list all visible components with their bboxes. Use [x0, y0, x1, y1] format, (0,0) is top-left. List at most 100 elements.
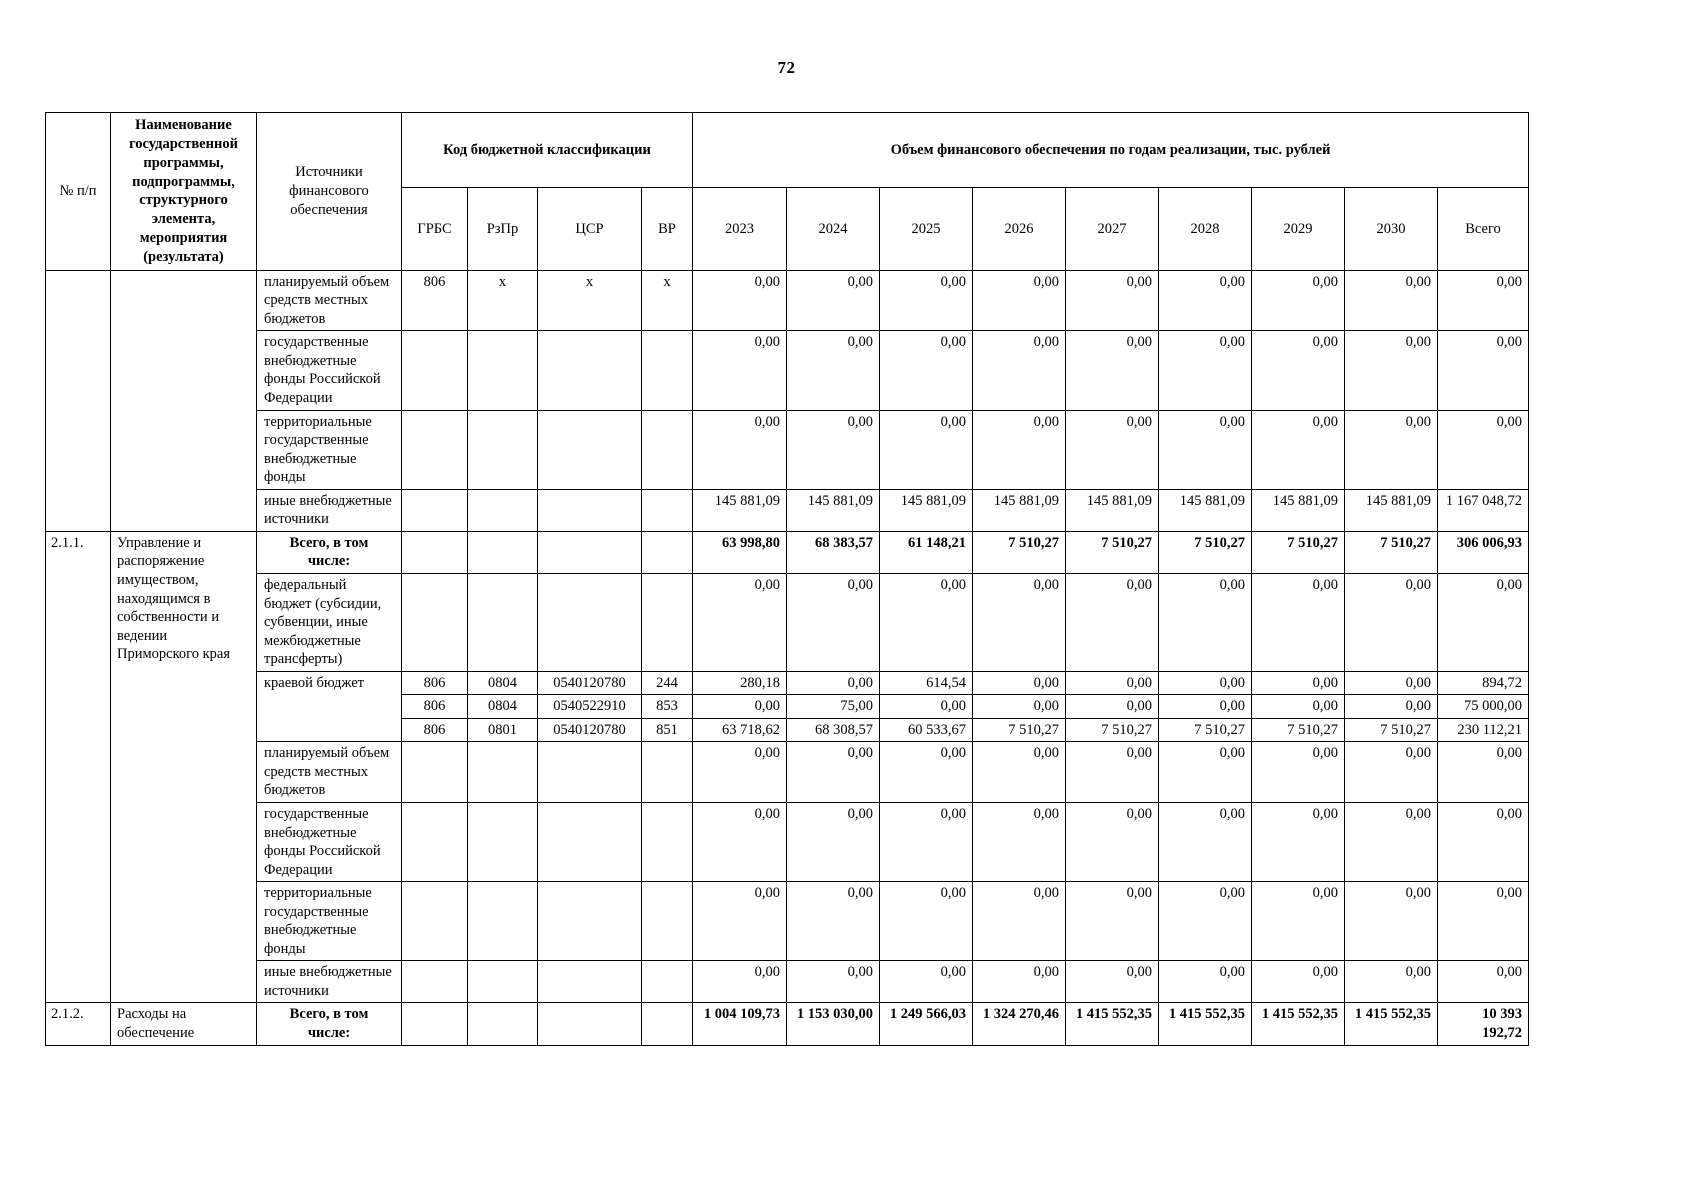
- cell-amount: 0,00: [972, 572, 1066, 672]
- cell-amount: 0,00: [1065, 694, 1159, 719]
- cell-budget-code: x: [641, 269, 693, 332]
- cell-amount: 0,00: [786, 670, 880, 696]
- cell-funding-source: иные внебюджетные источники: [256, 488, 402, 532]
- cell-amount: 0,00: [1344, 881, 1438, 962]
- cell-budget-code: [641, 741, 693, 803]
- cell-amount: 1 415 552,35: [1251, 1002, 1345, 1046]
- table-body: планируемый объем средств местных бюджет…: [45, 269, 1530, 1046]
- cell-budget-code: [641, 801, 693, 883]
- cell-budget-code: [641, 572, 693, 672]
- cell-amount: 0,00: [1344, 670, 1438, 696]
- cell-budget-code: [537, 409, 642, 490]
- cell-budget-code: [641, 330, 693, 411]
- cell-budget-code: 806: [401, 670, 468, 696]
- cell-amount: 0,00: [1251, 741, 1345, 803]
- cell-amount: 0,00: [1436, 741, 1530, 803]
- header-year-col: 2025: [879, 187, 973, 271]
- cell-budget-code: [641, 960, 693, 1004]
- cell-amount: 280,18: [692, 670, 787, 696]
- cell-budget-code: [467, 488, 538, 532]
- cell-funding-source: Всего, в том числе:: [256, 530, 402, 574]
- cell-budget-code: 806: [401, 717, 468, 743]
- cell-budget-code: [641, 881, 693, 962]
- cell-budget-code: [641, 1002, 693, 1046]
- cell-amount: 0,00: [972, 409, 1066, 490]
- cell-amount: 145 881,09: [879, 488, 973, 532]
- table-row: планируемый объем средств местных бюджет…: [46, 741, 1530, 803]
- cell-amount: 0,00: [972, 741, 1066, 803]
- cell-amount: 145 881,09: [1065, 488, 1159, 532]
- cell-budget-code: [641, 488, 693, 532]
- cell-amount: 0,00: [1158, 409, 1252, 490]
- cell-funding-source: государственные внебюджетные фонды Росси…: [256, 330, 402, 411]
- cell-amount: 61 148,21: [879, 530, 973, 574]
- header-source: Источники финансового обеспечения: [256, 112, 402, 271]
- cell-amount: 145 881,09: [692, 488, 787, 532]
- cell-amount: 0,00: [1065, 670, 1159, 696]
- cell-amount: 0,00: [1065, 269, 1159, 332]
- cell-amount: 0,00: [692, 801, 787, 883]
- cell-amount: 145 881,09: [1251, 488, 1345, 532]
- cell-amount: 614,54: [879, 670, 973, 696]
- header-volume-group: Объем финансового обеспечения по годам р…: [691, 111, 1530, 189]
- table-row: иные внебюджетные источники 0,00 0,00 0,00 0…: [46, 960, 1530, 1004]
- cell-amount: 0,00: [1065, 881, 1159, 962]
- table-row: государственные внебюджетные фонды Росси…: [46, 801, 1530, 883]
- cell-amount: 0,00: [879, 694, 973, 719]
- cell-budget-code: [401, 409, 468, 490]
- cell-amount: 0,00: [1344, 694, 1438, 719]
- cell-amount: 0,00: [786, 572, 880, 672]
- cell-amount: 145 881,09: [786, 488, 880, 532]
- cell-amount: 0,00: [786, 330, 880, 411]
- table-row: иные внебюджетные источники 145 881,09 145…: [46, 488, 1530, 532]
- cell-budget-code: [537, 1002, 642, 1046]
- table-row: 806 0804 0540522910 853 0,00 75,00 0,00 0,00 0,0…: [46, 694, 1530, 719]
- cell-budget-code: [537, 488, 642, 532]
- cell-amount: 0,00: [786, 881, 880, 962]
- cell-amount: 0,00: [1158, 960, 1252, 1004]
- cell-budget-code: [467, 1002, 538, 1046]
- cell-amount: 0,00: [879, 269, 973, 332]
- cell-amount: 0,00: [1065, 801, 1159, 883]
- cell-amount: 0,00: [692, 881, 787, 962]
- cell-funding-source: краевой бюджет: [256, 670, 402, 743]
- cell-amount: 1 415 552,35: [1344, 1002, 1438, 1046]
- cell-amount: 0,00: [1065, 960, 1159, 1004]
- header-code-col: РзПр: [467, 187, 538, 271]
- cell-budget-code: [537, 330, 642, 411]
- cell-amount: 1 153 030,00: [786, 1002, 880, 1046]
- cell-amount: 1 004 109,73: [692, 1002, 787, 1046]
- cell-budget-code: 853: [641, 694, 693, 719]
- table-row: территориальные государственные внебюдже…: [46, 881, 1530, 962]
- cell-amount: 145 881,09: [1344, 488, 1438, 532]
- cell-funding-source: Всего, в том числе:: [256, 1002, 402, 1046]
- cell-amount: 1 415 552,35: [1158, 1002, 1252, 1046]
- cell-amount: 7 510,27: [1065, 530, 1159, 574]
- cell-amount: 60 533,67: [879, 717, 973, 743]
- cell-amount: 0,00: [1344, 801, 1438, 883]
- cell-amount: 0,00: [1158, 269, 1252, 332]
- cell-amount: 0,00: [1065, 572, 1159, 672]
- cell-budget-code: 806: [401, 694, 468, 719]
- cell-funding-source: иные внебюджетные источники: [256, 960, 402, 1004]
- cell-amount: 1 249 566,03: [879, 1002, 973, 1046]
- cell-budget-code: [537, 572, 642, 672]
- cell-amount: 0,00: [1436, 269, 1530, 332]
- cell-amount: 0,00: [879, 409, 973, 490]
- cell-funding-source: территориальные государственные внебюдже…: [256, 881, 402, 962]
- cell-amount: 0,00: [1065, 741, 1159, 803]
- cell-amount: 145 881,09: [972, 488, 1066, 532]
- cell-budget-code: [537, 530, 642, 574]
- cell-funding-source: государственные внебюджетные фонды Росси…: [256, 801, 402, 883]
- cell-amount: 0,00: [879, 801, 973, 883]
- cell-amount: 0,00: [1065, 409, 1159, 490]
- cell-budget-code: [467, 330, 538, 411]
- cell-budget-code: x: [537, 269, 642, 332]
- cell-amount: 0,00: [972, 881, 1066, 962]
- cell-amount: 0,00: [692, 960, 787, 1004]
- cell-amount: 1 415 552,35: [1065, 1002, 1159, 1046]
- cell-amount: 0,00: [972, 330, 1066, 411]
- cell-amount: 0,00: [1251, 409, 1345, 490]
- cell-amount: 0,00: [1344, 960, 1438, 1004]
- cell-budget-code: 806: [401, 269, 468, 332]
